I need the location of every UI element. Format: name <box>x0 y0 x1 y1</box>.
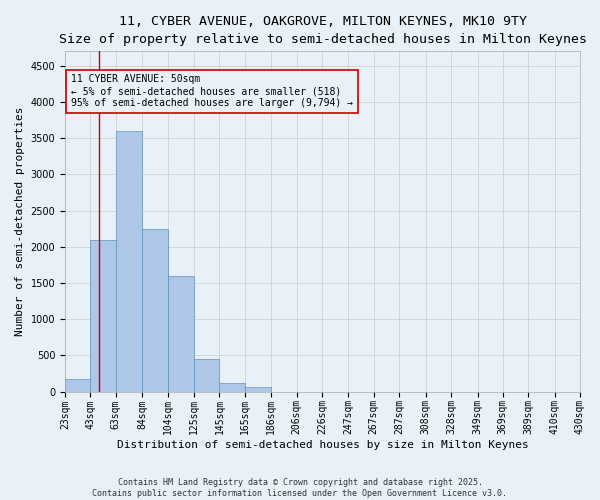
X-axis label: Distribution of semi-detached houses by size in Milton Keynes: Distribution of semi-detached houses by … <box>116 440 529 450</box>
Bar <box>142 228 167 392</box>
Y-axis label: Number of semi-detached properties: Number of semi-detached properties <box>15 106 25 336</box>
Text: 11 CYBER AVENUE: 50sqm
← 5% of semi-detached houses are smaller (518)
95% of sem: 11 CYBER AVENUE: 50sqm ← 5% of semi-deta… <box>71 74 353 108</box>
Bar <box>167 276 194 392</box>
Bar <box>116 131 142 392</box>
Bar <box>194 359 220 392</box>
Bar <box>220 383 245 392</box>
Title: 11, CYBER AVENUE, OAKGROVE, MILTON KEYNES, MK10 9TY
Size of property relative to: 11, CYBER AVENUE, OAKGROVE, MILTON KEYNE… <box>59 15 587 46</box>
Bar <box>91 240 116 392</box>
Bar <box>245 387 271 392</box>
Text: Contains HM Land Registry data © Crown copyright and database right 2025.
Contai: Contains HM Land Registry data © Crown c… <box>92 478 508 498</box>
Bar <box>65 379 91 392</box>
